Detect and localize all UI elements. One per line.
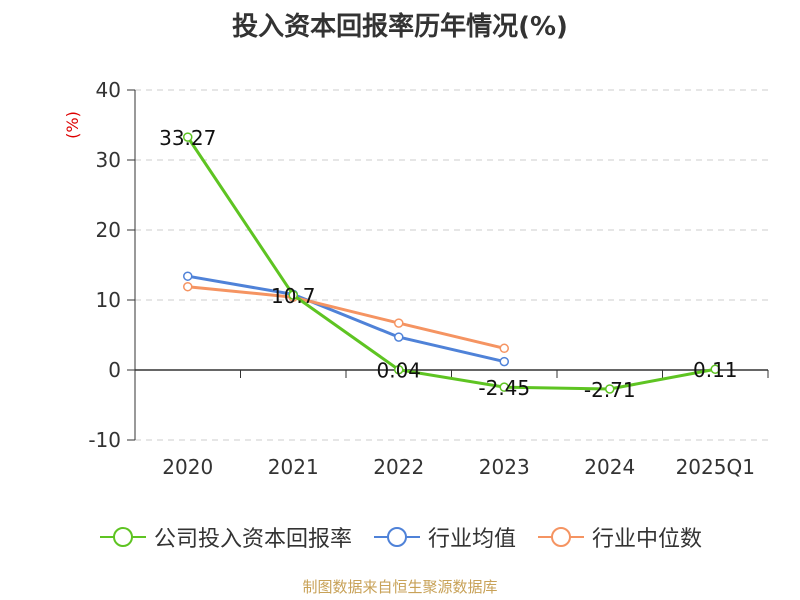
x-tick-label: 2021 xyxy=(268,455,319,479)
series-point-1 xyxy=(394,332,404,342)
series-point-0 xyxy=(394,364,404,375)
series-point-1 xyxy=(499,356,509,367)
data-label: 0.04 xyxy=(376,359,421,383)
source-text: 制图数据来自恒生聚源数据库 xyxy=(302,578,498,596)
data-label: -2.71 xyxy=(584,378,636,402)
legend-label: 行业中位数 xyxy=(592,527,703,552)
legend-label: 行业均值 xyxy=(427,527,516,552)
data-label: 10.7 xyxy=(271,284,316,308)
legend-label: 公司投入资本回报率 xyxy=(153,527,352,552)
series-line-0 xyxy=(186,136,716,391)
data-label: -2.45 xyxy=(478,376,530,400)
legend-item[interactable]: 行业均值 xyxy=(372,521,516,553)
legend-item[interactable]: 行业中位数 xyxy=(536,521,702,553)
series-line-1 xyxy=(187,274,505,364)
y-tick-label: -10 xyxy=(88,428,121,452)
x-tick-label: 2022 xyxy=(373,455,424,479)
x-tick-label: 2023 xyxy=(479,455,530,479)
y-axis-label: (%) xyxy=(63,111,82,139)
series-point-0 xyxy=(499,382,509,392)
legend-marker-icon xyxy=(99,527,146,547)
legend-item[interactable]: 公司投入资本回报率 xyxy=(98,521,352,553)
legend-marker-icon xyxy=(373,527,420,547)
chart-title: 投入资本回报率历年情况(%) xyxy=(232,12,568,42)
x-tick-label: 2025Q1 xyxy=(676,455,755,479)
series-point-2 xyxy=(183,281,193,292)
series-point-0 xyxy=(288,290,298,300)
series-line-2 xyxy=(187,285,505,350)
y-tick-label: 0 xyxy=(108,358,121,382)
series-point-0 xyxy=(183,132,193,142)
x-tick-label: 2024 xyxy=(584,455,635,479)
x-tick-label: 2020 xyxy=(162,455,213,479)
data-label: 33.27 xyxy=(159,126,216,150)
data-label: 0.11 xyxy=(693,358,738,382)
legend-marker-icon xyxy=(538,527,584,547)
legend: 公司投入资本回报率 行业均值 行业中位数 xyxy=(0,520,800,554)
y-tick-label: 20 xyxy=(96,218,121,242)
y-tick-label: 40 xyxy=(96,78,121,102)
series-point-2 xyxy=(499,343,509,354)
series-point-0 xyxy=(605,384,615,394)
y-tick-label: 10 xyxy=(96,288,121,312)
y-tick-label: 30 xyxy=(96,148,121,172)
series-point-0 xyxy=(710,364,720,374)
series-point-2 xyxy=(394,318,404,328)
series-point-1 xyxy=(183,271,193,281)
